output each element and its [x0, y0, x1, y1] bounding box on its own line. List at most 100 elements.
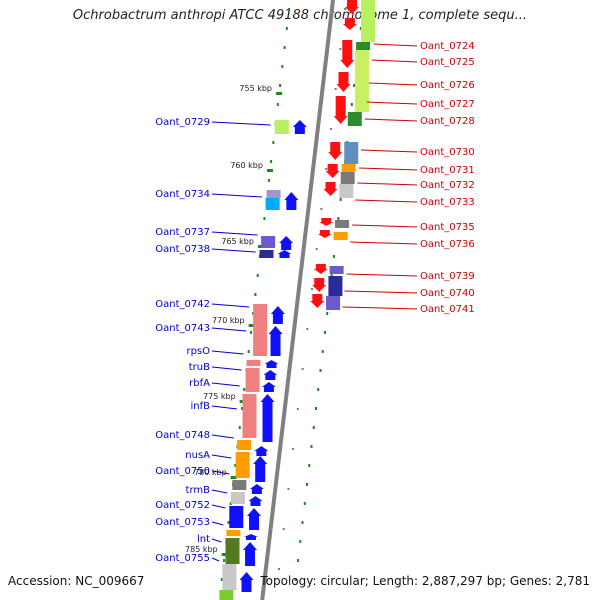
- forward-gene-arrow[interactable]: [270, 306, 285, 324]
- reverse-gene-arrow[interactable]: [323, 182, 338, 196]
- gene-label-Oant_0725[interactable]: Oant_0725: [420, 57, 475, 68]
- forward-function-block[interactable]: [246, 360, 261, 366]
- forward-gene-arrow[interactable]: [253, 456, 268, 482]
- reverse-function-block[interactable]: [355, 50, 370, 112]
- gene-label-Oant_0732[interactable]: Oant_0732: [420, 180, 475, 191]
- backbone-line: [260, 0, 335, 600]
- gene-label-nusA[interactable]: nusA: [185, 450, 210, 461]
- forward-function-block[interactable]: [245, 368, 260, 392]
- reverse-function-block[interactable]: [333, 232, 348, 240]
- reverse-gene-arrow[interactable]: [336, 72, 351, 92]
- forward-function-block[interactable]: [229, 506, 244, 528]
- gene-label-Oant_0736[interactable]: Oant_0736: [420, 239, 475, 250]
- forward-gene-arrow[interactable]: [260, 394, 275, 442]
- gene-label-Oant_0739[interactable]: Oant_0739: [420, 271, 475, 282]
- gene-label-Oant_0729[interactable]: Oant_0729: [155, 117, 210, 128]
- reverse-gene-arrow[interactable]: [317, 230, 332, 238]
- forward-function-block[interactable]: [261, 236, 276, 248]
- forward-gene-arrow[interactable]: [254, 446, 269, 456]
- gene-label-Oant_0738[interactable]: Oant_0738: [155, 244, 210, 255]
- gene-label-rbfA[interactable]: rbfA: [189, 378, 210, 389]
- reverse-gene-arrow[interactable]: [319, 218, 334, 226]
- reverse-function-block[interactable]: [339, 184, 354, 198]
- gene-label-truB[interactable]: truB: [189, 362, 210, 373]
- forward-function-block[interactable]: [237, 440, 252, 450]
- reverse-function-block[interactable]: [347, 112, 362, 126]
- gene-label-Oant_0748[interactable]: Oant_0748: [155, 430, 210, 441]
- gene-label-Oant_0750[interactable]: Oant_0750: [155, 466, 210, 477]
- reverse-gene-arrow[interactable]: [328, 142, 343, 160]
- forward-gene-arrow[interactable]: [268, 326, 283, 356]
- outer-guide-dot: [299, 540, 302, 543]
- forward-gene-arrow[interactable]: [247, 508, 262, 530]
- gene-label-Oant_0730[interactable]: Oant_0730: [420, 147, 475, 158]
- forward-gene-arrow[interactable]: [248, 496, 263, 506]
- forward-function-block[interactable]: [235, 452, 250, 478]
- gene-label-Oant_0753[interactable]: Oant_0753: [155, 517, 210, 528]
- reverse-function-block[interactable]: [328, 276, 343, 296]
- reverse-function-block[interactable]: [326, 296, 341, 310]
- forward-function-block[interactable]: [274, 120, 289, 134]
- gene-label-Oant_0728[interactable]: Oant_0728: [420, 116, 475, 127]
- forward-function-block[interactable]: [253, 304, 268, 356]
- forward-function-block[interactable]: [226, 530, 241, 536]
- forward-gene-arrow[interactable]: [239, 572, 254, 592]
- forward-gene-arrow[interactable]: [292, 120, 307, 134]
- reverse-gene-arrow[interactable]: [312, 278, 327, 292]
- reverse-gene-arrow[interactable]: [342, 18, 357, 30]
- gene-label-Oant_0733[interactable]: Oant_0733: [420, 197, 475, 208]
- forward-function-block[interactable]: [265, 198, 280, 210]
- forward-function-block[interactable]: [242, 394, 257, 438]
- gene-label-Oant_0726[interactable]: Oant_0726: [420, 80, 475, 91]
- reverse-gene-arrow[interactable]: [310, 294, 325, 308]
- forward-gene-arrow[interactable]: [261, 382, 276, 392]
- forward-gene-arrow[interactable]: [243, 542, 258, 566]
- reverse-function-block[interactable]: [341, 164, 356, 172]
- gene-label-Oant_0724[interactable]: Oant_0724: [420, 41, 475, 52]
- gene-label-Oant_0734[interactable]: Oant_0734: [155, 189, 210, 200]
- gene-label-Oant_0740[interactable]: Oant_0740: [420, 288, 475, 299]
- reverse-function-block[interactable]: [356, 42, 371, 50]
- gene-label-Oant_0755[interactable]: Oant_0755: [155, 553, 210, 564]
- label-leader-line: [211, 454, 232, 459]
- gene-label-infB[interactable]: infB: [191, 401, 211, 412]
- reverse-gene-arrow[interactable]: [313, 264, 328, 274]
- reverse-gene-arrow[interactable]: [340, 40, 355, 68]
- gene-label-Oant_0752[interactable]: Oant_0752: [155, 500, 210, 511]
- gene-label-Oant_0735[interactable]: Oant_0735: [420, 222, 475, 233]
- reverse-function-block[interactable]: [329, 266, 344, 274]
- reverse-function-block[interactable]: [361, 0, 375, 42]
- gene-label-lnt[interactable]: lnt: [197, 534, 210, 545]
- gene-label-Oant_0737[interactable]: Oant_0737: [155, 227, 210, 238]
- reverse-function-block[interactable]: [344, 142, 359, 164]
- gene-label-Oant_0742[interactable]: Oant_0742: [155, 299, 210, 310]
- forward-gene-arrow[interactable]: [264, 360, 279, 368]
- forward-function-block[interactable]: [219, 590, 234, 600]
- reverse-gene-arrow[interactable]: [345, 0, 359, 14]
- inner-guide-dot: [276, 103, 279, 106]
- inner-guide-dot: [288, 8, 291, 11]
- forward-function-block[interactable]: [259, 250, 274, 258]
- gene-label-Oant_0727[interactable]: Oant_0727: [420, 99, 475, 110]
- forward-gene-arrow[interactable]: [263, 370, 278, 380]
- forward-gene-arrow[interactable]: [277, 250, 292, 258]
- gene-label-trmB[interactable]: trmB: [186, 485, 211, 496]
- gene-label-rpsO[interactable]: rpsO: [186, 346, 210, 357]
- reverse-function-block[interactable]: [340, 172, 355, 184]
- reverse-gene-arrow[interactable]: [325, 164, 340, 178]
- gene-label-Oant_0731[interactable]: Oant_0731: [420, 165, 475, 176]
- forward-gene-arrow[interactable]: [249, 484, 264, 494]
- forward-gene-arrow[interactable]: [279, 236, 294, 250]
- gene-label-Oant_0741[interactable]: Oant_0741: [420, 304, 475, 315]
- outer-guide-dot: [337, 217, 340, 220]
- forward-function-block[interactable]: [232, 480, 247, 490]
- forward-function-block[interactable]: [225, 538, 240, 564]
- forward-function-block[interactable]: [222, 564, 237, 590]
- forward-gene-arrow[interactable]: [284, 192, 299, 210]
- reverse-function-block[interactable]: [335, 220, 350, 228]
- forward-function-block[interactable]: [266, 190, 281, 198]
- reverse-gene-arrow[interactable]: [333, 96, 348, 124]
- gene-label-Oant_0743[interactable]: Oant_0743: [155, 323, 210, 334]
- forward-function-block[interactable]: [230, 492, 245, 504]
- forward-gene-arrow[interactable]: [243, 534, 258, 540]
